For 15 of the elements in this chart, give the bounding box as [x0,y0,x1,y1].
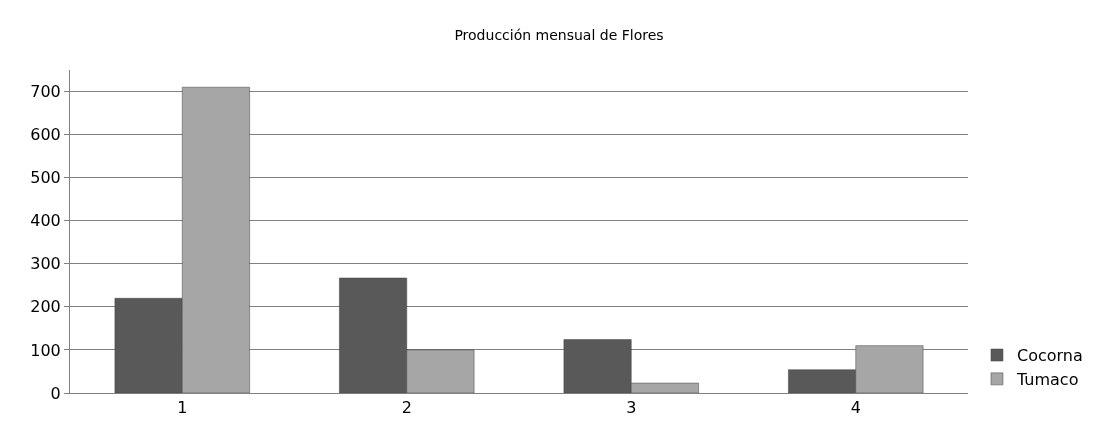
x-tick-label: 3 [626,398,637,418]
y-tick-label: 600 [30,125,61,145]
x-tick-label: 2 [401,398,412,418]
y-tick-label: 700 [30,82,61,102]
y-tick-label: 100 [30,340,61,360]
legend-label: Cocorna [1016,346,1083,366]
chart-title: Producción mensual de Flores [454,27,664,44]
y-tick-label: 0 [50,383,61,403]
x-tick-label: 1 [177,398,188,418]
y-tick-label: 300 [30,254,61,274]
y-tick-label: 400 [30,211,61,231]
legend-label: Tumaco [1015,370,1079,390]
y-tick-label: 500 [30,168,61,188]
x-tick-label: 4 [850,398,861,418]
y-tick-label: 200 [30,297,61,317]
